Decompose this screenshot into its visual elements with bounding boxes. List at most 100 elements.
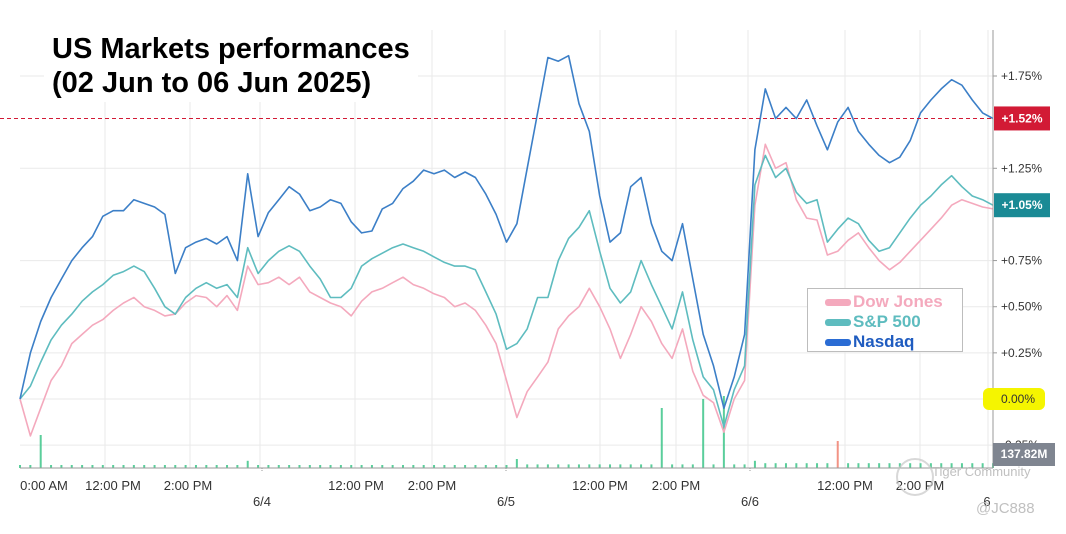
- volume-bar: [70, 465, 73, 468]
- legend-item-dow: Dow Jones: [808, 292, 962, 311]
- volume-bar: [60, 465, 63, 468]
- volume-bar: [163, 465, 166, 468]
- volume-bar: [940, 463, 943, 468]
- volume-bar: [39, 435, 42, 468]
- chart-legend: Dow Jones S&P 500 Nasdaq: [807, 288, 963, 352]
- volume-bar: [226, 465, 229, 468]
- watermark-handle: @JC888: [976, 500, 1035, 517]
- volume-bar: [847, 463, 850, 468]
- volume-bar: [215, 465, 218, 468]
- volume-bar: [412, 465, 415, 468]
- volume-bar: [981, 463, 984, 468]
- volume-bar: [236, 465, 239, 468]
- x-tick-label: 12:00 PM: [328, 478, 384, 493]
- series-line-dow-jones: [19, 143, 994, 437]
- volume-bar: [132, 465, 135, 468]
- watermark-text: Tiger Community: [932, 464, 1031, 479]
- end-marker-label: +1.05%: [1001, 198, 1042, 212]
- volume-bar: [619, 464, 622, 468]
- volume-bar: [795, 463, 798, 468]
- volume-bar: [143, 465, 146, 468]
- volume-bar: [453, 465, 456, 468]
- volume-bar: [443, 465, 446, 468]
- volume-bar: [288, 465, 291, 468]
- volume-bar: [671, 464, 674, 468]
- volume-bar: [319, 465, 322, 468]
- volume-bar: [298, 465, 301, 468]
- volume-bar: [370, 465, 373, 468]
- legend-label-nasdaq: Nasdaq: [853, 332, 915, 351]
- x-tick-label: 2:00 PM: [164, 478, 212, 493]
- volume-bar: [712, 464, 715, 468]
- volume-bar: [888, 463, 891, 468]
- volume-bar: [609, 464, 612, 468]
- volume-bar: [702, 399, 705, 468]
- volume-bar: [588, 464, 591, 468]
- x-tick-label: 12:00 PM: [85, 478, 141, 493]
- volume-bar: [184, 465, 187, 468]
- volume-bar: [805, 463, 808, 468]
- volume-bar: [91, 465, 94, 468]
- volume-bar: [360, 465, 363, 468]
- volume-bar: [753, 460, 756, 468]
- volume-bar: [867, 463, 870, 468]
- volume-bar: [515, 459, 518, 468]
- y-tick-label: +0.75%: [1001, 254, 1042, 268]
- volume-bar: [546, 464, 549, 468]
- legend-swatch-sp500: [825, 319, 851, 326]
- volume-bar: [205, 465, 208, 468]
- volume-bar: [691, 464, 694, 468]
- volume-bar: [857, 463, 860, 468]
- legend-swatch-dow: [825, 299, 851, 306]
- legend-swatch-nasdaq: [825, 339, 851, 346]
- volume-bar: [681, 464, 684, 468]
- volume-bar: [308, 465, 311, 468]
- volume-bar: [277, 465, 280, 468]
- volume-bar: [81, 465, 84, 468]
- volume-bar: [567, 464, 570, 468]
- volume-bar: [836, 441, 839, 468]
- volume-bar: [971, 463, 974, 468]
- volume-bars: [19, 396, 994, 468]
- end-marker-label: +1.52%: [1001, 111, 1042, 125]
- volume-bar: [391, 465, 394, 468]
- volume-bar: [339, 465, 342, 468]
- volume-bar: [50, 465, 53, 468]
- volume-bar: [629, 464, 632, 468]
- y-tick-label: +0.25%: [1001, 346, 1042, 360]
- volume-bar: [174, 465, 177, 468]
- volume-bar: [464, 465, 467, 468]
- y-tick-label: 0.00%: [1001, 392, 1035, 406]
- day-label: 6/5: [497, 494, 515, 509]
- volume-bar: [950, 463, 953, 468]
- volume-bar: [878, 463, 881, 468]
- volume-bar: [826, 463, 829, 468]
- volume-bar: [350, 465, 353, 468]
- volume-bar: [194, 465, 197, 468]
- volume-bar: [577, 464, 580, 468]
- volume-bar: [598, 464, 601, 468]
- volume-bar: [474, 465, 477, 468]
- y-tick-label: +1.75%: [1001, 69, 1042, 83]
- volume-bar: [122, 465, 125, 468]
- volume-bar: [401, 465, 404, 468]
- volume-bar: [764, 463, 767, 468]
- volume-bar: [640, 464, 643, 468]
- end-marker-badge: [994, 106, 1050, 131]
- y-tick-label: +0.50%: [1001, 300, 1042, 314]
- volume-bar: [557, 464, 560, 468]
- series-lines: [19, 54, 994, 437]
- x-tick-label: 2:00 PM: [408, 478, 456, 493]
- volume-bar: [960, 463, 963, 468]
- volume-bar: [381, 465, 384, 468]
- volume-bar: [329, 465, 332, 468]
- x-tick-label: 2:00 PM: [652, 478, 700, 493]
- chart-title-line2: (02 Jun to 06 Jun 2025): [52, 67, 372, 99]
- volume-bar: [112, 465, 115, 468]
- zero-highlight: [983, 388, 1045, 410]
- volume-bar: [816, 463, 819, 468]
- chart-title-line1: US Markets performances: [52, 33, 410, 65]
- watermark: Tiger Community @JC888: [890, 458, 1050, 518]
- volume-bar: [153, 465, 156, 468]
